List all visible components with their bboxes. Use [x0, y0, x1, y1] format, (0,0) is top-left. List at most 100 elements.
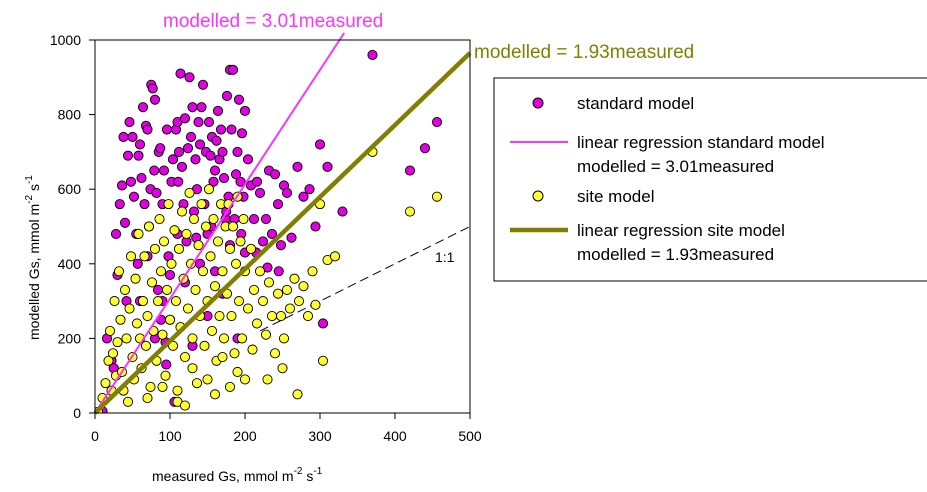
site-model-point [197, 266, 209, 277]
site-model-point [181, 228, 192, 240]
standard-model-point [322, 161, 333, 172]
site-model-point [310, 299, 321, 310]
site-model-point [200, 221, 212, 232]
site-model-point [157, 381, 168, 392]
y-axis-title-sup1: -2 [24, 195, 35, 204]
standard-model-point [260, 213, 272, 225]
site-model-point [149, 243, 161, 254]
site-model-point [187, 333, 198, 344]
standard-model-point [173, 146, 185, 157]
site-model-point [172, 385, 183, 396]
standard-model-point [118, 131, 129, 143]
site-model-point [115, 314, 126, 325]
site-model-point [224, 381, 236, 392]
x-axis-title-main: measured Gs, mmol m [152, 468, 294, 484]
site-model-point [236, 333, 248, 344]
standard-model-point [147, 83, 158, 94]
site-model-point [284, 303, 296, 314]
legend-site-line-equation: modelled = 1.93measured [577, 245, 774, 264]
standard-model-point [184, 72, 195, 83]
site-model-point [239, 374, 251, 385]
standard-model-point [205, 150, 216, 161]
site-model-point [232, 366, 243, 378]
site-model-point [202, 374, 213, 385]
site-model-point [188, 213, 200, 225]
standard-model-point [128, 191, 140, 202]
standard-model-point [127, 131, 138, 143]
x-axis-title-mid: s [303, 468, 314, 484]
site-model-point [277, 363, 288, 374]
site-model-point [155, 266, 167, 277]
site-model-point [266, 310, 278, 322]
standard-model-point [124, 117, 135, 128]
site-model-point [112, 337, 123, 348]
site-model-point [130, 273, 141, 284]
site-model-point [292, 389, 303, 400]
standard-model-point [182, 143, 194, 154]
site-model-point [119, 284, 131, 295]
standard-model-point [176, 161, 188, 172]
y-tick-label: 600 [58, 181, 82, 197]
site-model-point [238, 213, 249, 225]
x-tick-label: 0 [91, 428, 99, 444]
standard-model-point [161, 359, 172, 370]
site-model-point [125, 251, 137, 262]
site-model-point [307, 266, 318, 277]
site-model-point [206, 325, 218, 336]
standard-model-point [175, 68, 186, 79]
standard-model-point [236, 128, 248, 139]
site-model-point [212, 236, 224, 247]
site-model-point [229, 348, 240, 359]
standard-model-point [227, 64, 239, 75]
standard-model-point [298, 191, 309, 202]
site-model-point [196, 199, 207, 210]
site-model-point [230, 258, 242, 269]
site-model-point [104, 325, 116, 336]
reference-lines [259, 226, 470, 332]
legend-site-marker [532, 190, 544, 202]
standard-model-point [134, 139, 146, 150]
site-model-point [209, 389, 221, 400]
site-model-point [233, 296, 245, 307]
site-model-point [293, 296, 305, 307]
site-model-point [218, 333, 230, 344]
standard-model-point [114, 199, 125, 210]
site-model-point [205, 251, 216, 262]
standard-model-point [125, 176, 137, 187]
site-model-point [113, 266, 125, 277]
standard-model-point [232, 146, 243, 157]
standard-model-point [304, 184, 315, 195]
site-model-point [157, 329, 168, 340]
standard-model-point [233, 94, 245, 105]
x-tick-label: 200 [233, 428, 257, 444]
standard-model-point [404, 165, 416, 176]
site-model-point [235, 236, 246, 247]
standard-model-point [209, 165, 221, 176]
standard-model-point [266, 228, 278, 240]
site-model-point [154, 213, 165, 225]
site-model-point [217, 351, 228, 363]
site-model-point [272, 288, 284, 299]
site-model-point [281, 284, 293, 295]
y-axis-title-sup2: -1 [24, 175, 35, 184]
site-model-point [179, 351, 191, 363]
legend: standard model linear regression standar… [493, 77, 927, 282]
site-model-point [187, 363, 198, 374]
standard-model-point [257, 236, 269, 247]
site-model-point [139, 251, 150, 262]
one-to-one-label: 1:1 [435, 249, 455, 265]
standard-model-point [431, 117, 443, 128]
legend-standard-line-equation: modelled = 3.01measured [577, 157, 774, 176]
y-tick-label: 0 [73, 405, 81, 421]
standard-model-point [132, 258, 143, 269]
standard-model-point [133, 150, 144, 161]
standard-model-point [248, 213, 260, 225]
y-tick-label: 1000 [50, 32, 81, 48]
site-model-point [217, 266, 228, 277]
standard-model-point [142, 124, 153, 135]
standard-model-point [122, 150, 134, 161]
standard-model-point [119, 217, 131, 228]
site-model-point [152, 296, 164, 307]
y-axis-ticks: 0 200 400 600 800 1000 [50, 32, 95, 421]
